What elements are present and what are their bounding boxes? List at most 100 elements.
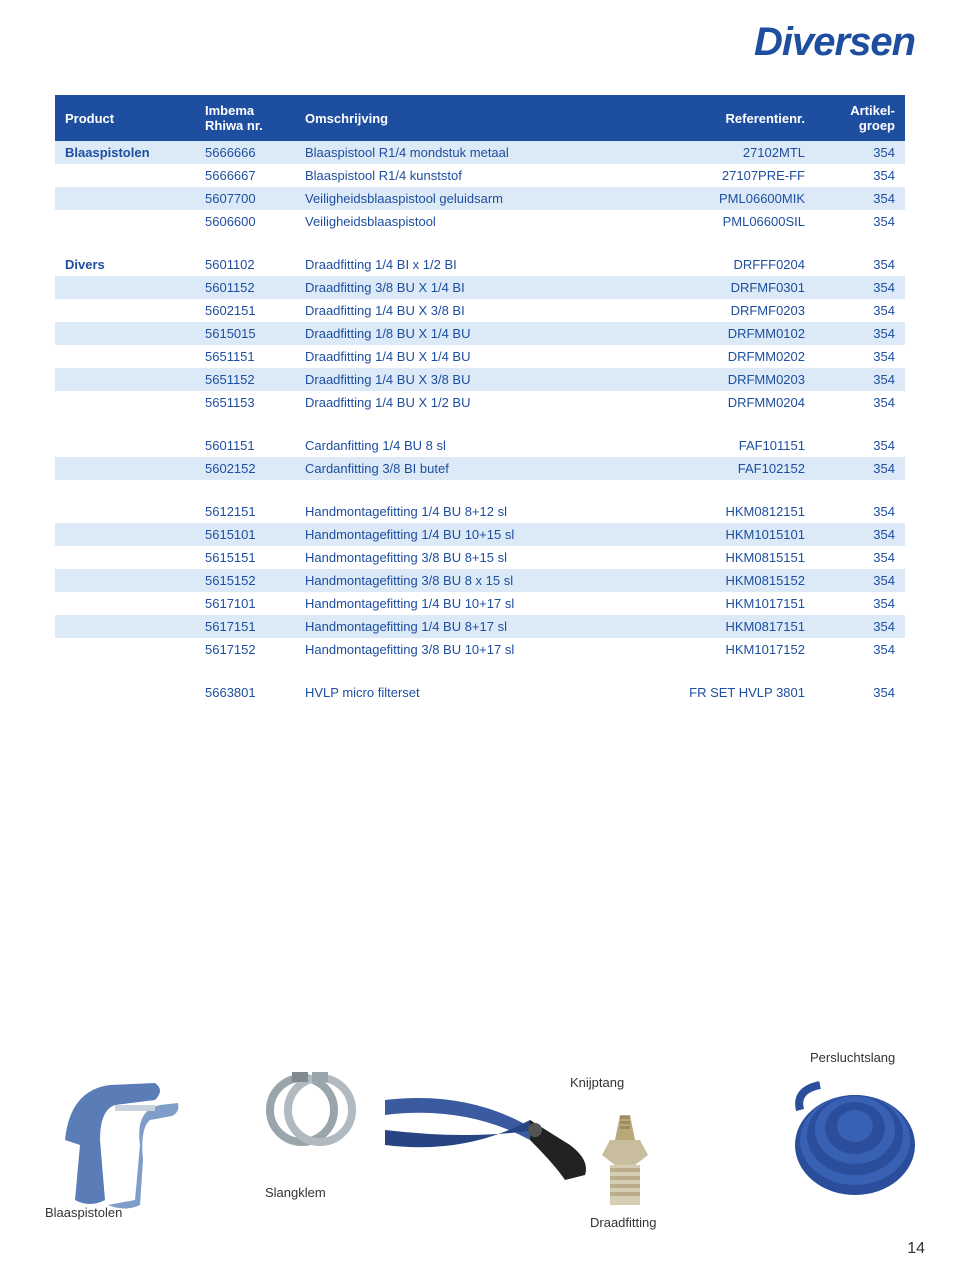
cell-ref: FAF102152 [665,457,815,480]
cell-nr: 5601151 [195,434,295,457]
cell-ref: DRFMF0301 [665,276,815,299]
cell-product [55,457,195,480]
cell-desc: Draadfitting 1/4 BU X 1/4 BU [295,345,665,368]
cell-grp: 354 [815,141,905,164]
cell-nr: 5651151 [195,345,295,368]
cell-grp: 354 [815,681,905,704]
cell-grp: 354 [815,592,905,615]
cell-ref: DRFMM0204 [665,391,815,414]
table-row: 5606600VeiligheidsblaaspistoolPML06600SI… [55,210,905,233]
cell-product [55,210,195,233]
table-row: 5617152Handmontagefitting 3/8 BU 10+17 s… [55,638,905,661]
cell-desc: Draadfitting 1/4 BI x 1/2 BI [295,253,665,276]
table-header-row: Product Imbema Rhiwa nr. Omschrijving Re… [55,95,905,141]
cell-grp: 354 [815,345,905,368]
cell-ref: FAF101151 [665,434,815,457]
cell-desc: Cardanfitting 1/4 BU 8 sl [295,434,665,457]
page-number: 14 [907,1240,925,1258]
table-row [55,233,905,253]
cell-ref: HKM0815151 [665,546,815,569]
cell-product: Blaaspistolen [55,141,195,164]
cell-nr: 5602152 [195,457,295,480]
table-row: 5615152Handmontagefitting 3/8 BU 8 x 15 … [55,569,905,592]
cell-grp: 354 [815,391,905,414]
cell-product [55,368,195,391]
cell-grp: 354 [815,638,905,661]
cell-desc: Handmontagefitting 1/4 BU 10+15 sl [295,523,665,546]
table-row [55,661,905,681]
cell-grp: 354 [815,368,905,391]
cell-ref: PML06600SIL [665,210,815,233]
col-desc: Omschrijving [295,95,665,141]
cell-product [55,276,195,299]
knijptang-image [380,1075,600,1185]
product-table: Product Imbema Rhiwa nr. Omschrijving Re… [55,95,905,704]
table-row: Blaaspistolen5666666Blaaspistool R1/4 mo… [55,141,905,164]
cell-ref: PML06600MIK [665,187,815,210]
col-ref: Referentienr. [665,95,815,141]
table-row: 5601152Draadfitting 3/8 BU X 1/4 BIDRFMF… [55,276,905,299]
cell-ref: HKM1015101 [665,523,815,546]
cell-desc: Draadfitting 1/4 BU X 1/2 BU [295,391,665,414]
cell-grp: 354 [815,322,905,345]
table-row: 5615015Draadfitting 1/8 BU X 1/4 BUDRFMM… [55,322,905,345]
cell-desc: Draadfitting 1/8 BU X 1/4 BU [295,322,665,345]
cell-nr: 5666667 [195,164,295,187]
slangklem-image [260,1060,360,1160]
cell-desc: Draadfitting 3/8 BU X 1/4 BI [295,276,665,299]
col-nr: Imbema Rhiwa nr. [195,95,295,141]
cell-ref: HKM1017151 [665,592,815,615]
cell-product [55,592,195,615]
table-row [55,480,905,500]
cell-grp: 354 [815,253,905,276]
table-row: 5617101Handmontagefitting 1/4 BU 10+17 s… [55,592,905,615]
blow-gun-image [60,1050,180,1210]
table-row: Divers5601102Draadfitting 1/4 BI x 1/2 B… [55,253,905,276]
cell-ref: 27107PRE-FF [665,164,815,187]
cell-grp: 354 [815,210,905,233]
table-row: 5651152Draadfitting 1/4 BU X 3/8 BUDRFMM… [55,368,905,391]
cell-grp: 354 [815,164,905,187]
cell-product [55,615,195,638]
cell-nr: 5601152 [195,276,295,299]
table-row: 5617151Handmontagefitting 1/4 BU 8+17 sl… [55,615,905,638]
cell-ref: DRFFF0204 [665,253,815,276]
table-row: 5651153Draadfitting 1/4 BU X 1/2 BUDRFMM… [55,391,905,414]
cell-grp: 354 [815,569,905,592]
cell-ref: DRFMM0202 [665,345,815,368]
table-row: 5615151Handmontagefitting 3/8 BU 8+15 sl… [55,546,905,569]
cell-product: Divers [55,253,195,276]
label-slangklem: Slangklem [265,1185,326,1200]
cell-desc: HVLP micro filterset [295,681,665,704]
cell-grp: 354 [815,500,905,523]
cell-grp: 354 [815,187,905,210]
cell-grp: 354 [815,457,905,480]
cell-nr: 5612151 [195,500,295,523]
table-row: 5663801HVLP micro filtersetFR SET HVLP 3… [55,681,905,704]
cell-product [55,434,195,457]
table-body: Blaaspistolen5666666Blaaspistool R1/4 mo… [55,141,905,704]
cell-nr: 5615101 [195,523,295,546]
product-table-wrap: Product Imbema Rhiwa nr. Omschrijving Re… [55,95,905,704]
cell-nr: 5602151 [195,299,295,322]
cell-ref: 27102MTL [665,141,815,164]
cell-product [55,546,195,569]
cell-desc: Draadfitting 1/4 BU X 3/8 BU [295,368,665,391]
cell-nr: 5615015 [195,322,295,345]
cell-product [55,500,195,523]
cell-nr: 5607700 [195,187,295,210]
table-row: 5602151Draadfitting 1/4 BU X 3/8 BIDRFMF… [55,299,905,322]
cell-desc: Veiligheidsblaaspistool geluidsarm [295,187,665,210]
cell-desc: Handmontagefitting 3/8 BU 8 x 15 sl [295,569,665,592]
table-row: 5651151Draadfitting 1/4 BU X 1/4 BUDRFMM… [55,345,905,368]
col-product: Product [55,95,195,141]
cell-ref: DRFMF0203 [665,299,815,322]
cell-nr: 5615152 [195,569,295,592]
cell-product [55,638,195,661]
cell-grp: 354 [815,615,905,638]
cell-ref: HKM0817151 [665,615,815,638]
cell-ref: DRFMM0102 [665,322,815,345]
cell-product [55,299,195,322]
cell-product [55,681,195,704]
page-title: Diversen [754,20,915,65]
